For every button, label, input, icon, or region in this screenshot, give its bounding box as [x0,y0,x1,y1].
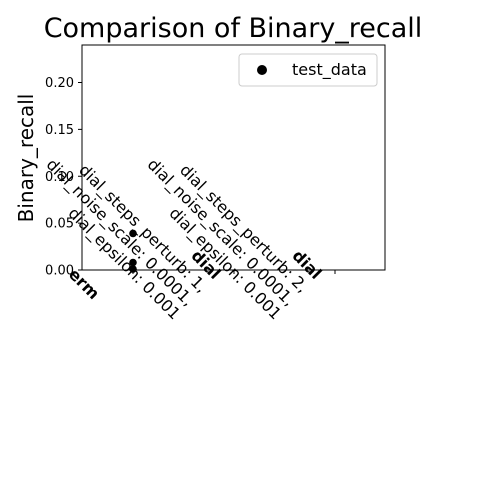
chart-title: Comparison of Binary_recall [44,13,423,44]
data-point [129,258,137,267]
legend-marker [257,65,267,75]
data-point [129,265,137,273]
data-points [129,229,137,273]
y-tick-label: 0.20 [45,76,74,91]
legend: test_data [238,53,378,87]
y-tick-label: 0.05 [45,217,74,232]
legend-label-test-data: test_data [292,60,367,80]
y-axis-label: Binary_recall [14,94,38,223]
y-tick-label: 0.15 [45,123,74,138]
y-axis: 0.00 0.05 0.10 0.15 0.20 [45,76,82,279]
y-tick-label: 0.00 [45,264,74,279]
y-tick-label: 0.10 [45,170,74,185]
legend-box [238,53,378,87]
data-point [129,229,137,238]
